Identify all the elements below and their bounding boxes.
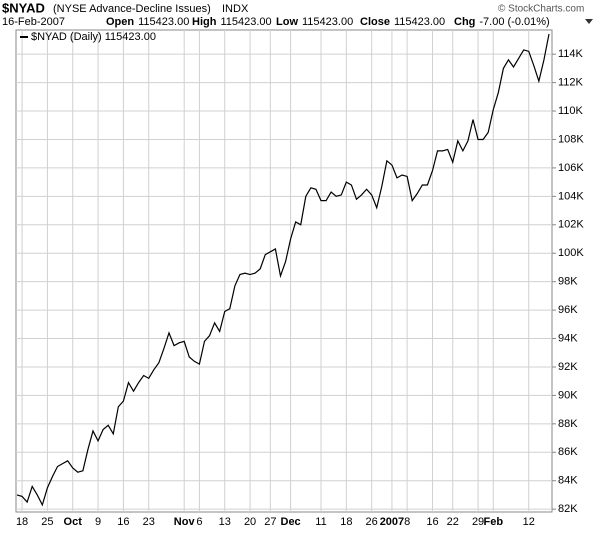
x-tick-label: Nov (174, 516, 196, 528)
x-tick-label: 29 (472, 516, 484, 528)
y-tick-label: 104K (558, 190, 584, 202)
x-tick-label: 11 (315, 516, 326, 528)
y-tick-label: 106K (558, 162, 584, 174)
y-tick-label: 92K (558, 361, 578, 373)
y-tick-label: 100K (558, 247, 584, 259)
y-tick-label: 96K (558, 304, 578, 316)
quote-value: 115423.00 (138, 16, 189, 28)
quote-value: -7.00 (-0.01%) (479, 16, 549, 28)
y-tick-label: 110K (558, 105, 584, 117)
y-tick-label: 102K (558, 219, 584, 231)
y-tick-label: 84K (558, 475, 578, 487)
y-tick-label: 98K (558, 276, 578, 288)
x-tick-label: Dec (281, 516, 301, 528)
chart-subtitle: (NYSE Advance-Decline Issues) (53, 3, 211, 15)
x-tick-label: 20 (244, 516, 256, 528)
line-series (16, 33, 550, 507)
x-tick-label: 18 (16, 516, 28, 528)
quote-value: 115423.00 (220, 16, 271, 28)
y-tick-label: 82K (558, 503, 578, 515)
date: 16-Feb-2007 (2, 16, 65, 28)
x-tick-label: 12 (523, 516, 535, 528)
x-tick-label: 22 (447, 516, 459, 528)
y-tick-label: 90K (558, 389, 578, 401)
x-tick-label: 9 (95, 516, 101, 528)
x-tick-label: 8 (404, 516, 410, 528)
x-tick-label: 2007 (380, 516, 404, 528)
quote-label: Chg (454, 16, 475, 28)
x-tick-label: 13 (219, 516, 231, 528)
x-tick-label: Feb (483, 516, 503, 528)
quote-value: 115423.00 (394, 16, 445, 28)
x-tick-label: 26 (366, 516, 378, 528)
menu-arrow[interactable] (585, 19, 593, 24)
x-tick-label: 16 (117, 516, 129, 528)
x-tick-label: 18 (340, 516, 352, 528)
x-tick-label: Oct (64, 516, 83, 528)
x-tick-label: 6 (196, 516, 202, 528)
y-tick-label: 112K (558, 77, 584, 89)
copyright: © StockCharts.com (498, 4, 584, 15)
x-tick-label: 23 (143, 516, 155, 528)
quote-label: Close (360, 16, 390, 28)
quote-label: Open (106, 16, 134, 28)
chart-title: $NYAD (2, 0, 45, 15)
y-tick-label: 86K (558, 446, 578, 458)
y-tick-label: 88K (558, 418, 578, 430)
exchange: INDX (222, 3, 249, 15)
x-tick-label: 16 (426, 516, 438, 528)
x-tick-label: 25 (41, 516, 53, 528)
y-tick-label: 114K (558, 48, 584, 60)
legend-label: $NYAD (Daily) 115423.00 (31, 31, 156, 43)
quote-label: Low (276, 16, 298, 28)
y-tick-label: 108K (558, 133, 584, 145)
y-tick-label: 94K (558, 332, 578, 344)
quote-label: High (192, 16, 217, 28)
plot-area (15, 29, 553, 513)
quote-value: 115423.00 (302, 16, 353, 28)
x-tick-label: 27 (264, 516, 276, 528)
